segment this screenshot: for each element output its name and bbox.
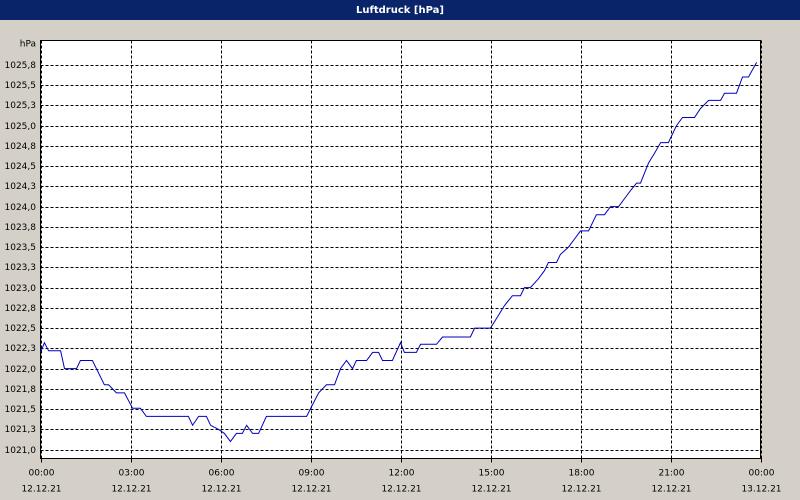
x-tick-label: 12:00 (389, 469, 415, 479)
x-tick-label: 03:00 (119, 469, 145, 479)
y-tick-label: 1023,0 (5, 284, 37, 294)
y-tick-label: 1025,0 (5, 122, 37, 132)
x-tick-label: 18:00 (569, 469, 595, 479)
x-tick-date: 12.12.21 (291, 485, 331, 495)
y-axis-label: hPa (20, 40, 36, 50)
y-tick-label: 1024,3 (5, 182, 37, 192)
y-tick-label: 1023,3 (5, 263, 37, 273)
x-tick-date: 12.12.21 (561, 485, 601, 495)
x-tick-date: 12.12.21 (201, 485, 241, 495)
y-tick-label: 1025,3 (5, 101, 37, 111)
x-tick-label: 00:00 (29, 469, 55, 479)
x-tick-label: 06:00 (209, 469, 235, 479)
chart-title: Luftdruck [hPa] (356, 5, 444, 16)
x-tick-date: 12.12.21 (21, 485, 61, 495)
plot-area (40, 40, 761, 459)
y-tick-label: 1021,5 (5, 405, 37, 415)
x-tick-date: 12.12.21 (471, 485, 511, 495)
y-tick-label: 1022,3 (5, 344, 37, 354)
title-bar (0, 0, 800, 20)
y-tick-label: 1021,0 (5, 446, 37, 456)
x-tick-date: 12.12.21 (111, 485, 151, 495)
y-tick-label: 1022,8 (5, 304, 37, 314)
y-tick-label: 1025,8 (5, 61, 37, 71)
y-tick-label: 1021,8 (5, 385, 37, 395)
y-tick-label: 1023,8 (5, 223, 37, 233)
data-line (40, 62, 758, 443)
x-tick-date: 13.12.21 (741, 485, 781, 495)
y-tick-label: 1024,5 (5, 162, 37, 172)
x-tick-label: 09:00 (299, 469, 325, 479)
y-tick-label: 1021,3 (5, 425, 37, 435)
y-tick-label: 1025,5 (5, 81, 37, 91)
x-tick-label: 00:00 (749, 469, 775, 479)
y-tick-label: 1022,5 (5, 324, 37, 334)
x-tick-date: 12.12.21 (381, 485, 421, 495)
x-tick-label: 21:00 (659, 469, 685, 479)
y-tick-label: 1023,5 (5, 243, 37, 253)
y-tick-label: 1024,0 (5, 203, 37, 213)
y-tick-label: 1024,8 (5, 142, 37, 152)
x-tick-label: 15:00 (479, 469, 505, 479)
x-tick-date: 12.12.21 (651, 485, 691, 495)
y-tick-label: 1022,0 (5, 365, 37, 375)
